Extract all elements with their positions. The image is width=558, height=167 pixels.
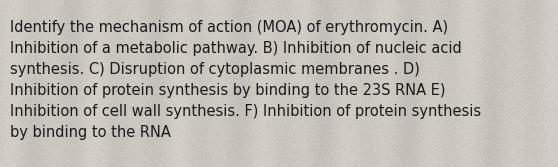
Text: Identify the mechanism of action (MOA) of erythromycin. A)
Inhibition of a metab: Identify the mechanism of action (MOA) o… [10,20,481,140]
